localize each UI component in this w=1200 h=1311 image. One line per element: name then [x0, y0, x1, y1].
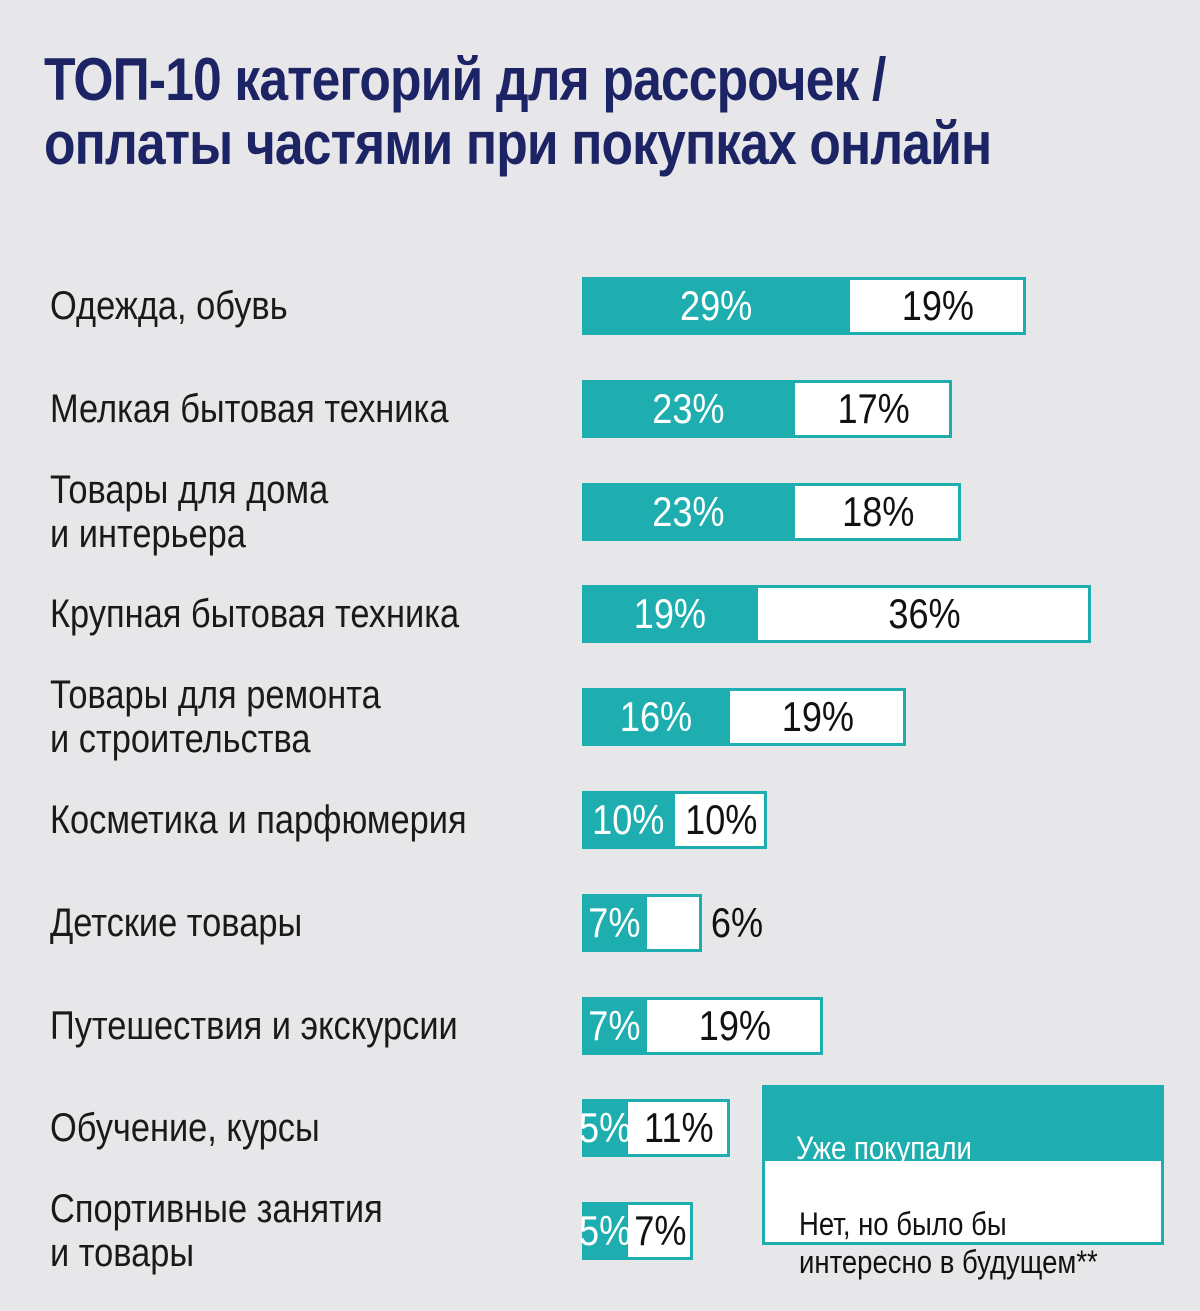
- bar-already-bought: [582, 1202, 629, 1260]
- value-label-already-bought: 16%: [619, 693, 693, 740]
- category-label: Крупная бытовая техника: [50, 592, 460, 636]
- value-label-interested-future: 19%: [901, 282, 975, 329]
- bar-already-bought: [582, 585, 758, 643]
- bar-interested-future: [794, 380, 952, 438]
- value-label-already-bought: 5%: [579, 1207, 632, 1254]
- bar-interested-future: [628, 1202, 693, 1260]
- value-label-already-bought: 10%: [592, 796, 665, 843]
- value-label-interested-future: 19%: [781, 693, 855, 740]
- legend-item-interested-future: Нет, но было бы интересно в будущем**: [762, 1161, 1164, 1280]
- value-label-interested-future: 6%: [711, 899, 764, 946]
- legend-item-already-bought: Уже покупали в рассрочку*: [762, 1085, 1164, 1204]
- category-label: Спортивные занятия и товары: [50, 1187, 383, 1275]
- bar-already-bought: [582, 894, 647, 952]
- bar-interested-future: [646, 894, 703, 952]
- value-label-already-bought: 5%: [579, 1104, 632, 1151]
- bar-interested-future: [628, 1099, 730, 1157]
- bar-interested-future: [794, 483, 962, 541]
- title-line-2: оплаты частями при покупках онлайн: [44, 109, 992, 177]
- bar-already-bought: [582, 997, 647, 1055]
- legend-label-interested-future: Нет, но было бы интересно в будущем**: [799, 1206, 1098, 1280]
- bar-already-bought: [582, 1099, 629, 1157]
- bar-already-bought: [582, 688, 730, 746]
- value-label-already-bought: 19%: [633, 590, 707, 637]
- value-label-already-bought: 23%: [652, 488, 725, 535]
- value-label-interested-future: 17%: [837, 385, 910, 432]
- bar-interested-future: [850, 277, 1026, 335]
- bar-already-bought: [582, 483, 795, 541]
- category-label: Косметика и парфюмерия: [50, 798, 467, 842]
- value-label-interested-future: 7%: [634, 1207, 687, 1254]
- chart-title: ТОП-10 категорий для рассрочек / оплаты …: [44, 48, 1016, 175]
- value-label-already-bought: 7%: [588, 899, 641, 946]
- category-label: Товары для дома и интерьера: [50, 468, 329, 556]
- legend-label-already-bought: Уже покупали в рассрочку*: [796, 1130, 972, 1204]
- bar-interested-future: [730, 688, 906, 746]
- value-label-already-bought: 23%: [652, 385, 725, 432]
- category-label: Детские товары: [50, 901, 303, 945]
- bar-interested-future: [674, 791, 767, 849]
- value-label-interested-future: 11%: [644, 1104, 714, 1151]
- value-label-interested-future: 19%: [698, 1002, 771, 1049]
- category-label: Обучение, курсы: [50, 1106, 320, 1150]
- value-label-interested-future: 18%: [841, 488, 915, 535]
- bar-already-bought: [582, 380, 795, 438]
- category-label: Одежда, обувь: [50, 284, 288, 328]
- category-label: Путешествия и экскурсии: [50, 1004, 458, 1048]
- category-label: Мелкая бытовая техника: [50, 387, 449, 431]
- value-label-interested-future: 36%: [888, 590, 961, 637]
- legend: Уже покупали в рассрочку* Нет, но было б…: [762, 1085, 1164, 1280]
- value-label-already-bought: 7%: [588, 1002, 641, 1049]
- value-label-interested-future: 10%: [684, 796, 757, 843]
- bar-already-bought: [582, 791, 675, 849]
- bar-interested-future: [646, 997, 823, 1055]
- bar-interested-future: [757, 585, 1091, 643]
- category-label: Товары для ремонта и строительства: [50, 673, 381, 761]
- value-label-already-bought: 29%: [679, 282, 753, 329]
- title-line-1: ТОП-10 категорий для рассрочек /: [44, 46, 886, 113]
- bar-already-bought: [582, 277, 851, 335]
